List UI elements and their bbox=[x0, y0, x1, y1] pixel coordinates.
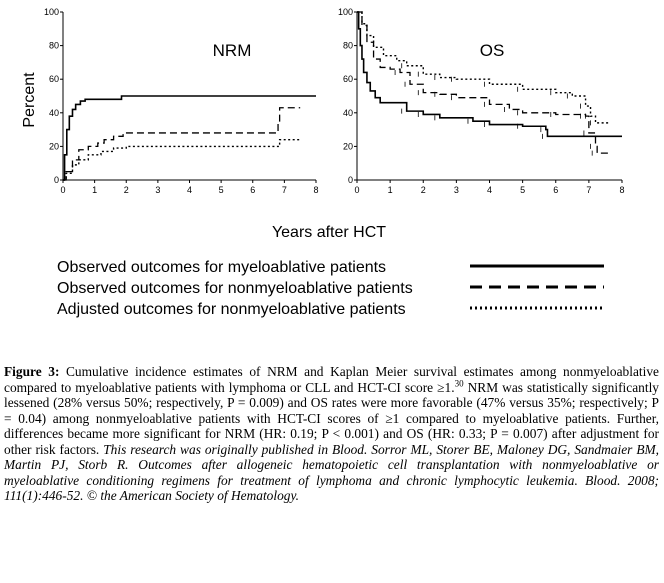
figure-caption: Figure 3: Cumulative incidence estimates… bbox=[4, 364, 659, 504]
x-tick-label: 5 bbox=[520, 185, 525, 195]
x-tick-label: 7 bbox=[586, 185, 591, 195]
legend-label-dotted: Adjusted outcomes for nonmyeloablative p… bbox=[57, 301, 406, 318]
x-tick-label: 6 bbox=[553, 185, 558, 195]
y-tick-label: 60 bbox=[49, 74, 59, 84]
y-tick-label: 0 bbox=[54, 175, 59, 185]
x-tick-label: 4 bbox=[487, 185, 492, 195]
y-tick-label: 40 bbox=[49, 108, 59, 118]
series-line-dashed bbox=[357, 11, 609, 154]
x-tick-label: 8 bbox=[619, 185, 624, 195]
y-tick-label: 100 bbox=[338, 7, 353, 17]
series-line-dashed bbox=[63, 107, 301, 181]
x-tick-label: 8 bbox=[313, 185, 318, 195]
series-line-dotted bbox=[357, 11, 609, 124]
y-tick-label: 20 bbox=[49, 141, 59, 151]
y-tick-label: 60 bbox=[343, 74, 353, 84]
series-line-solid bbox=[63, 95, 316, 181]
caption-superscript: 30 bbox=[454, 378, 464, 389]
series-line-dotted bbox=[63, 138, 301, 181]
legend: Observed outcomes for myeloablative pati… bbox=[57, 259, 604, 318]
caption-label: Figure 3: bbox=[4, 364, 60, 379]
x-tick-label: 0 bbox=[354, 185, 359, 195]
x-tick-label: 0 bbox=[60, 185, 65, 195]
x-tick-label: 6 bbox=[250, 185, 255, 195]
panel-title: NRM bbox=[213, 41, 252, 60]
x-tick-label: 2 bbox=[421, 185, 426, 195]
y-tick-label: 40 bbox=[343, 108, 353, 118]
x-axis-label: Years after HCT bbox=[272, 224, 386, 241]
y-tick-label: 100 bbox=[44, 7, 59, 17]
x-tick-label: 4 bbox=[187, 185, 192, 195]
legend-label-solid: Observed outcomes for myeloablative pati… bbox=[57, 259, 386, 276]
y-tick-label: 80 bbox=[343, 41, 353, 51]
caption-citation: This research was originally published i… bbox=[4, 441, 659, 504]
y-tick-label: 0 bbox=[348, 175, 353, 185]
y-tick-label: 20 bbox=[343, 141, 353, 151]
series-line-solid bbox=[357, 11, 622, 138]
panel-title: OS bbox=[480, 41, 505, 60]
x-tick-label: 7 bbox=[282, 185, 287, 195]
x-tick-label: 3 bbox=[454, 185, 459, 195]
x-tick-label: 1 bbox=[388, 185, 393, 195]
x-tick-label: 1 bbox=[92, 185, 97, 195]
x-tick-label: 2 bbox=[124, 185, 129, 195]
caption-text-a: Cumulative incidence estimates of NRM an… bbox=[4, 364, 659, 395]
y-tick-label: 80 bbox=[49, 41, 59, 51]
x-tick-label: 3 bbox=[155, 185, 160, 195]
caption-text-b: NRM was statistically significantly less… bbox=[4, 379, 659, 457]
legend-label-dashed: Observed outcomes for nonmyeloablative p… bbox=[57, 280, 413, 297]
x-tick-label: 5 bbox=[219, 185, 224, 195]
y-axis-label: Percent bbox=[21, 72, 38, 128]
